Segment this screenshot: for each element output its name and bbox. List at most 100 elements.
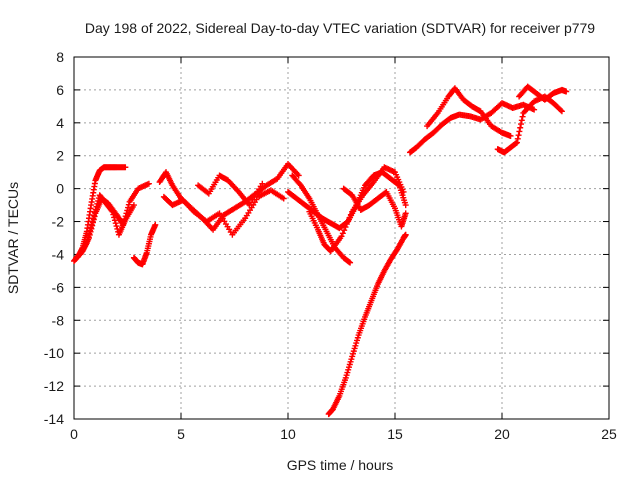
interp-point: [91, 180, 98, 187]
y-tick-label: -8: [52, 312, 65, 328]
interp-point: [506, 132, 513, 139]
interp-point: [86, 230, 93, 237]
interp-point: [341, 227, 348, 234]
interp-point: [151, 223, 158, 230]
interp-point: [257, 183, 264, 190]
interp-point: [279, 194, 286, 201]
interp-point: [518, 117, 525, 124]
interp-point: [519, 113, 526, 120]
data-point: [90, 215, 97, 222]
interp-point: [89, 218, 96, 225]
interp-point: [107, 206, 114, 213]
interp-point: [111, 217, 118, 224]
interp-point: [358, 194, 365, 201]
interp-point: [91, 212, 98, 219]
chart-title: Day 198 of 2022, Sidereal Day-to-day VTE…: [85, 20, 595, 36]
interp-point: [144, 181, 151, 188]
interp-point: [87, 205, 94, 212]
y-tick-label: -14: [44, 411, 64, 427]
interp-point: [433, 111, 440, 118]
y-tick-label: 6: [56, 82, 64, 98]
y-tick-label: -2: [52, 214, 65, 230]
interp-point: [367, 299, 374, 306]
interp-point: [335, 394, 342, 401]
interp-point: [299, 200, 306, 207]
interp-point: [428, 131, 435, 138]
interp-point: [85, 233, 92, 240]
x-tick-label: 5: [177, 426, 185, 442]
interp-point: [390, 203, 397, 210]
x-tick-label: 15: [387, 426, 403, 442]
interp-point: [341, 377, 348, 384]
y-tick-label: -6: [52, 279, 65, 295]
y-tick-label: 8: [56, 49, 64, 65]
interp-point: [214, 211, 221, 218]
interp-point: [515, 132, 522, 139]
interp-point: [110, 211, 117, 218]
interp-point: [342, 224, 349, 231]
interp-point: [548, 98, 555, 105]
interp-point: [347, 211, 354, 218]
interp-point: [245, 200, 252, 207]
interp-point: [399, 186, 406, 193]
interp-point: [143, 251, 150, 258]
interp-point: [385, 174, 392, 181]
interp-point: [369, 180, 376, 187]
interp-point: [338, 252, 345, 259]
y-tick-label: 0: [56, 181, 64, 197]
interp-point: [108, 207, 115, 214]
interp-point: [392, 248, 399, 255]
interp-point: [513, 140, 520, 147]
interp-point: [111, 214, 118, 221]
interp-point: [402, 232, 409, 239]
interp-point: [305, 193, 312, 200]
interp-point: [234, 187, 241, 194]
interp-point: [83, 241, 90, 248]
interp-point: [167, 200, 174, 207]
x-tick-label: 0: [70, 426, 78, 442]
x-axis-label: GPS time / hours: [287, 457, 394, 473]
interp-point: [401, 199, 408, 206]
interp-point: [436, 123, 443, 130]
interp-point: [121, 164, 128, 171]
interp-point: [92, 206, 99, 213]
interp-point: [129, 203, 136, 210]
interp-point: [84, 236, 91, 243]
interp-point: [346, 214, 353, 221]
interp-point: [101, 198, 108, 205]
interp-point: [522, 86, 529, 93]
interp-point: [87, 227, 94, 234]
interp-point: [91, 209, 98, 216]
interp-point: [121, 218, 128, 225]
y-axis-label: SDTVAR / TECUs: [5, 182, 21, 294]
interp-point: [514, 135, 521, 142]
interp-point: [291, 193, 298, 200]
x-tick-label: 25: [601, 426, 617, 442]
data-marks: [71, 83, 570, 418]
interp-point: [557, 107, 564, 114]
interp-point: [313, 224, 320, 231]
interp-point: [112, 220, 119, 227]
interp-point: [240, 217, 247, 224]
y-tick-label: 4: [56, 115, 64, 131]
interp-point: [113, 223, 120, 230]
interp-point: [94, 200, 101, 207]
interp-point: [517, 121, 524, 128]
x-tick-label: 20: [494, 426, 510, 442]
x-tick-label: 10: [280, 426, 296, 442]
interp-point: [374, 283, 381, 290]
interp-point: [354, 334, 361, 341]
interp-point: [294, 171, 301, 178]
y-tick-label: -4: [52, 246, 65, 262]
interp-point: [95, 197, 102, 204]
interp-point: [402, 211, 409, 218]
interp-point: [87, 224, 94, 231]
plot-frame: [73, 56, 610, 420]
y-tick-label: 2: [56, 148, 64, 164]
interp-point: [556, 106, 563, 113]
interp-point: [529, 106, 536, 113]
interp-point: [444, 95, 451, 102]
interp-point: [345, 217, 352, 224]
interp-point: [343, 221, 350, 228]
